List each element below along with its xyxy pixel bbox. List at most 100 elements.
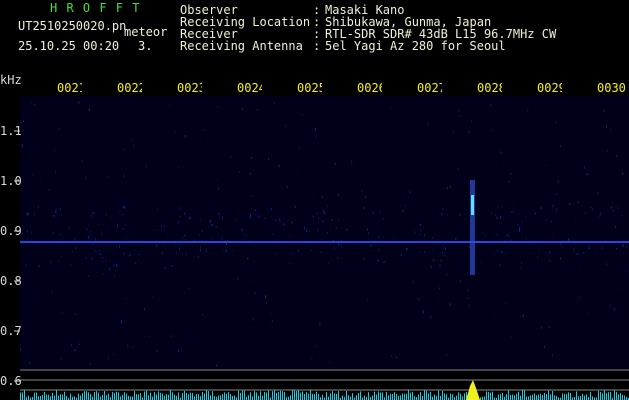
noise-dot — [291, 221, 293, 224]
noise-dot — [595, 250, 597, 253]
noise-dot — [423, 251, 425, 254]
noise-dot — [174, 242, 176, 245]
noise-dot — [606, 263, 608, 265]
noise-dot — [241, 107, 243, 110]
noise-dot — [551, 237, 553, 239]
level-bar — [234, 395, 235, 400]
noise-dot — [551, 354, 553, 357]
level-bar — [488, 392, 489, 400]
noise-dot — [625, 246, 627, 248]
level-bar — [92, 396, 93, 400]
noise-dot — [560, 242, 562, 246]
noise-dot — [163, 224, 165, 227]
noise-dot — [77, 240, 79, 242]
noise-dot — [283, 223, 285, 226]
level-bar — [552, 391, 553, 400]
noise-dot — [622, 172, 624, 175]
level-bar — [608, 392, 609, 400]
noise-dot — [164, 266, 166, 270]
noise-dot — [338, 243, 340, 246]
noise-dot — [190, 208, 192, 211]
level-bar — [72, 396, 73, 400]
noise-dot — [71, 250, 73, 252]
noise-dot — [274, 219, 276, 222]
noise-dot — [116, 245, 118, 248]
level-bar — [156, 394, 157, 400]
level-bar — [550, 394, 551, 400]
noise-dot — [284, 214, 286, 217]
level-bar — [390, 393, 391, 400]
level-bar — [400, 395, 401, 400]
noise-dot — [511, 335, 513, 339]
noise-dot — [422, 310, 424, 314]
level-bar — [90, 394, 91, 400]
level-bar — [522, 390, 523, 400]
noise-dot — [34, 103, 36, 106]
level-bar — [284, 391, 285, 400]
level-bar — [322, 394, 323, 400]
level-bar — [328, 396, 329, 400]
noise-dot — [271, 207, 273, 211]
level-bar — [256, 392, 257, 400]
noise-dot — [506, 233, 508, 236]
noise-dot — [256, 109, 258, 111]
noise-dot — [201, 229, 203, 232]
noise-dot — [617, 207, 619, 210]
noise-dot — [119, 210, 121, 212]
noise-dot — [444, 254, 446, 257]
level-bar — [178, 392, 179, 400]
level-bar — [116, 391, 117, 400]
noise-dot — [588, 246, 590, 250]
noise-dot — [53, 214, 55, 217]
level-bar — [218, 395, 219, 400]
level-bar — [440, 395, 441, 400]
noise-dot — [378, 235, 380, 239]
noise-dot — [329, 360, 331, 364]
noise-dot — [412, 280, 414, 283]
noise-dot — [50, 260, 52, 263]
level-bar — [312, 393, 313, 400]
noise-dot — [91, 212, 93, 214]
noise-dot — [324, 211, 326, 215]
meteor-level — [466, 380, 480, 400]
level-bar — [418, 394, 419, 400]
noise-dot — [117, 224, 119, 228]
noise-dot — [273, 102, 275, 105]
level-bar — [318, 394, 319, 400]
noise-dot — [568, 238, 570, 241]
file-name: UT2510250020.pn — [18, 19, 127, 33]
level-bar — [462, 396, 463, 400]
noise-dot — [85, 176, 87, 180]
level-bar — [222, 394, 223, 400]
noise-dot — [396, 289, 398, 291]
noise-dot — [59, 207, 61, 211]
level-bar — [320, 397, 321, 400]
noise-dot — [341, 245, 343, 249]
noise-dot — [512, 210, 514, 213]
noise-dot — [549, 259, 551, 263]
level-bar — [500, 394, 501, 400]
level-bar — [516, 393, 517, 400]
noise-dot — [174, 131, 176, 134]
noise-dot — [25, 264, 27, 266]
level-bar — [108, 393, 109, 400]
level-bar — [176, 395, 177, 400]
noise-dot — [458, 109, 460, 112]
noise-dot — [85, 235, 87, 237]
noise-dot — [275, 252, 277, 255]
noise-dot — [178, 166, 180, 169]
level-bar — [190, 392, 191, 400]
noise-dot — [540, 206, 542, 210]
noise-dot — [584, 211, 586, 214]
level-bar — [112, 392, 113, 400]
noise-dot — [249, 216, 251, 219]
level-bar — [566, 394, 567, 400]
y-label: 0.6 — [0, 374, 22, 388]
noise-dot — [133, 209, 135, 211]
level-bar — [350, 396, 351, 400]
noise-dot — [235, 218, 237, 221]
noise-dot — [156, 243, 158, 247]
noise-dot — [285, 124, 287, 127]
axis-ticks — [14, 130, 20, 382]
